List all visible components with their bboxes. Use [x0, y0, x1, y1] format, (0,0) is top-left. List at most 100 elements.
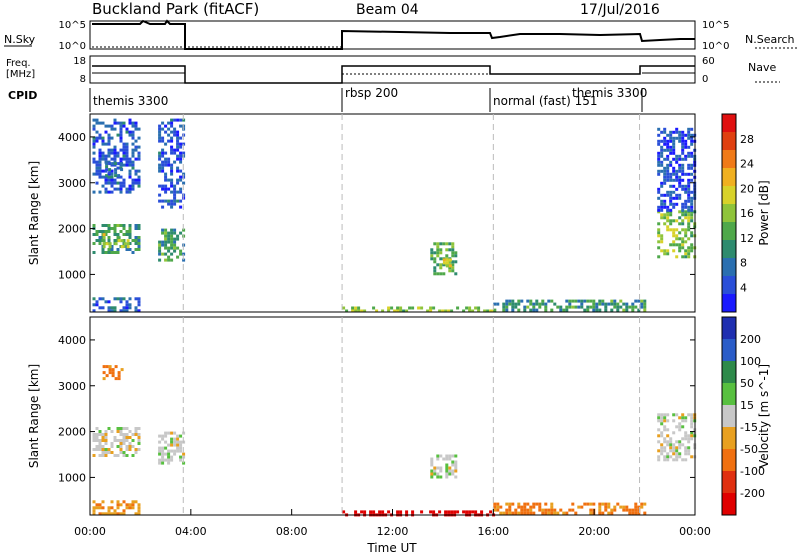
- velocity-cell: [125, 436, 129, 439]
- x-tick-label: 16:00: [477, 525, 509, 538]
- velocity-cell: [134, 451, 138, 454]
- power-cell: [535, 299, 539, 303]
- power-cell: [113, 233, 117, 236]
- power-cell: [108, 242, 112, 246]
- power-cell: [110, 151, 114, 155]
- velocity-cell: [496, 508, 500, 512]
- power-cell: [675, 243, 679, 247]
- power-cell: [98, 306, 102, 310]
- colorbar-swatch: [722, 276, 736, 295]
- power-cell: [672, 249, 676, 253]
- velocity-cell: [128, 442, 132, 445]
- velocity-cell: [113, 512, 117, 516]
- power-cell: [167, 255, 171, 259]
- velocity-cell: [622, 505, 626, 509]
- velocity-cell: [660, 446, 664, 450]
- freq-trace: [92, 65, 695, 84]
- nsky-label: N.Sky: [4, 33, 36, 46]
- velocity-cell: [610, 508, 614, 512]
- power-cell: [114, 162, 118, 166]
- power-cell: [102, 242, 106, 246]
- power-cell: [128, 121, 132, 125]
- power-cell: [471, 309, 475, 313]
- power-cell: [663, 175, 667, 179]
- power-cell: [657, 142, 661, 146]
- power-cell: [681, 243, 685, 247]
- power-cell: [134, 178, 138, 182]
- power-cell: [134, 224, 138, 227]
- power-cell: [411, 306, 415, 310]
- power-cell: [439, 248, 443, 252]
- power-cell: [687, 255, 691, 259]
- power-cell: [445, 242, 449, 246]
- velocity-cell: [92, 454, 96, 457]
- power-cell: [675, 178, 679, 182]
- power-cell: [102, 236, 106, 240]
- power-cell: [122, 157, 126, 161]
- power-cell: [547, 299, 551, 303]
- velocity-cell: [110, 430, 114, 433]
- velocity-cell: [625, 508, 629, 512]
- power-cell: [529, 308, 533, 312]
- velocity-cell: [98, 512, 102, 516]
- power-cell: [619, 305, 623, 309]
- power-cell: [170, 121, 174, 125]
- velocity-cell: [137, 503, 141, 507]
- y-tick-label: 1000: [58, 268, 86, 281]
- power-cell: [128, 303, 132, 307]
- power-cell: [666, 213, 670, 217]
- power-cell: [672, 228, 676, 232]
- power-cell: [113, 118, 117, 122]
- power-cell: [523, 305, 527, 309]
- power-cell: [678, 196, 682, 200]
- noise-panel: N.Sky N.Search 10^5 10^0 10^5 10^0: [4, 19, 797, 52]
- power-cell: [657, 222, 661, 226]
- power-cell: [182, 228, 186, 232]
- power-cell: [134, 236, 138, 239]
- power-cell: [675, 154, 679, 158]
- power-cell: [173, 246, 177, 250]
- velocity-cell: [104, 451, 108, 454]
- power-cell: [678, 169, 682, 173]
- power-cell: [402, 309, 406, 313]
- velocity-cell: [161, 452, 165, 456]
- power-cell: [448, 264, 452, 268]
- velocity-cell: [666, 434, 670, 438]
- velocity-cell: [666, 443, 670, 447]
- power-cell: [669, 139, 673, 143]
- velocity-cell: [134, 427, 138, 430]
- power-cell: [687, 228, 691, 232]
- velocity-cell: [684, 434, 688, 438]
- power-cell: [167, 139, 171, 143]
- power-cell: [176, 157, 180, 161]
- power-cell: [628, 305, 632, 309]
- power-cell: [158, 127, 162, 131]
- velocity-cell: [690, 431, 694, 435]
- colorbar-swatch: [722, 186, 736, 205]
- power-cell: [125, 190, 129, 194]
- velocity-cell: [643, 511, 647, 515]
- power-cell: [445, 248, 449, 252]
- power-cell: [571, 305, 575, 309]
- power-cell: [468, 309, 472, 313]
- power-cell: [110, 181, 114, 185]
- velocity-cell: [628, 511, 632, 515]
- power-cell: [610, 308, 614, 312]
- velocity-cell: [690, 419, 694, 423]
- velocity-cell: [173, 452, 177, 456]
- power-cell: [98, 242, 102, 245]
- velocity-cell: [104, 512, 108, 516]
- power-cell: [681, 133, 685, 137]
- power-cell: [550, 299, 554, 303]
- power-cell: [170, 246, 174, 250]
- power-cell: [125, 157, 129, 161]
- power-cell: [161, 148, 165, 152]
- power-cell: [131, 148, 135, 152]
- velocity-cell: [354, 510, 358, 514]
- velocity-cell: [131, 445, 135, 448]
- velocity-cell: [562, 511, 566, 515]
- power-cell: [173, 130, 177, 134]
- nsky-trace: [92, 19, 695, 50]
- power-cell: [399, 306, 403, 310]
- power-cell: [170, 124, 174, 128]
